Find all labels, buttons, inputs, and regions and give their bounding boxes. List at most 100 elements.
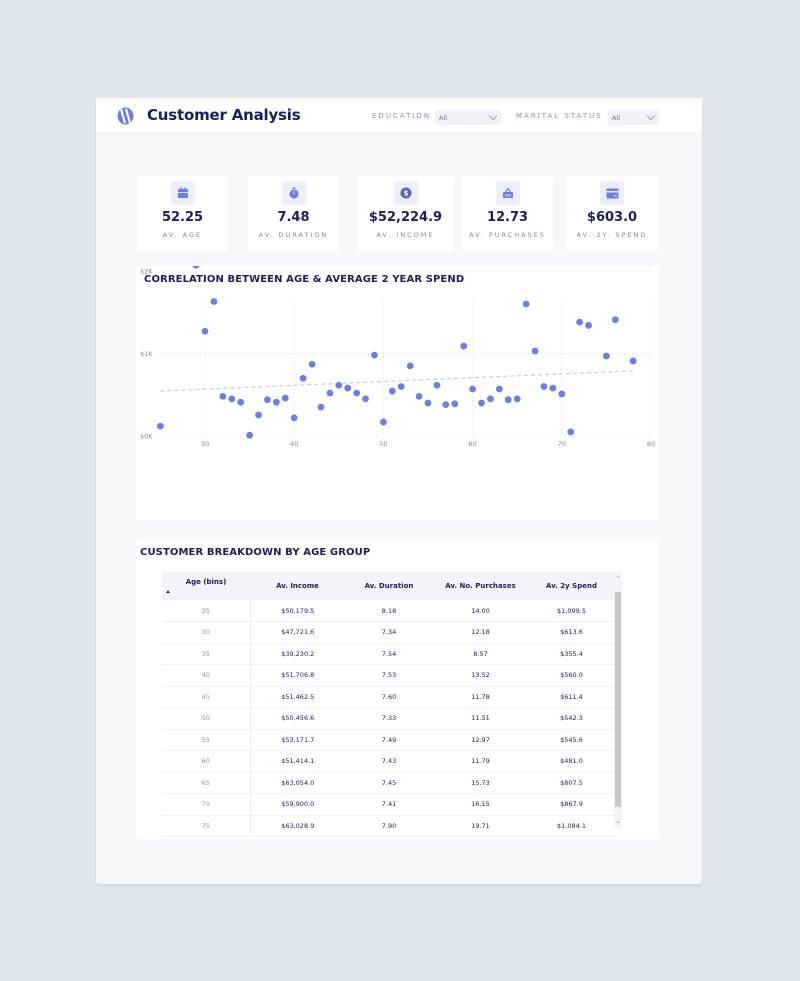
trendline <box>160 370 634 392</box>
data-point[interactable] <box>246 431 253 439</box>
table-row: 35 $39,230.2 7.54 8.57 $355.4 <box>162 643 615 665</box>
data-point[interactable] <box>362 395 369 403</box>
table-cell: 7.34 <box>345 621 433 644</box>
data-point[interactable] <box>290 414 298 422</box>
table-cell: $807.5 <box>528 772 615 794</box>
data-point[interactable] <box>344 384 352 392</box>
table-cell: 16.15 <box>433 793 528 816</box>
data-point[interactable] <box>424 399 432 407</box>
data-point[interactable] <box>585 322 592 329</box>
scroll-up-icon[interactable]: ⌃ <box>615 575 621 583</box>
data-point[interactable] <box>460 342 468 350</box>
table-cell: $47,721.6 <box>250 621 345 644</box>
column-header[interactable]: Av. 2y Spend <box>528 572 615 600</box>
data-point[interactable] <box>210 298 218 305</box>
data-point[interactable] <box>317 403 325 411</box>
data-point[interactable] <box>469 385 476 393</box>
table-cell: $59,900.0 <box>250 793 345 816</box>
data-point[interactable] <box>487 395 494 403</box>
calendar-icon <box>170 181 195 205</box>
header-bar: Customer Analysis EDUCATION All MARITAL … <box>96 98 702 134</box>
data-point[interactable] <box>513 395 521 403</box>
data-point[interactable] <box>433 381 441 389</box>
education-select[interactable]: All <box>435 110 501 125</box>
x-tick-label: 70 <box>558 440 566 448</box>
table-cell: $50,179.5 <box>250 600 345 622</box>
table-row: 50 $50,456.6 7.33 11.51 $542.3 <box>162 707 615 730</box>
data-point[interactable] <box>567 428 575 436</box>
data-point[interactable] <box>228 395 236 403</box>
data-point[interactable] <box>388 387 396 395</box>
data-point[interactable] <box>629 357 637 365</box>
x-tick-label: 80 <box>647 440 655 448</box>
table-cell: 7.49 <box>345 729 433 751</box>
data-point[interactable] <box>380 418 387 426</box>
data-point[interactable] <box>281 394 289 402</box>
data-point[interactable] <box>540 383 548 390</box>
x-tick-label: 30 <box>201 440 209 448</box>
y-tick-label: $0K <box>140 433 153 441</box>
table-cell: $51,462.5 <box>250 686 345 708</box>
scroll-down-icon[interactable]: ⌄ <box>615 817 621 825</box>
table-cell: $51,706.8 <box>250 664 345 687</box>
data-point[interactable] <box>272 398 280 406</box>
data-point[interactable] <box>353 389 361 397</box>
data-point[interactable] <box>531 347 539 355</box>
data-point[interactable] <box>371 351 378 359</box>
column-header[interactable]: Av. No. Purchases <box>433 572 528 600</box>
age-breakdown-table-wrap: Age (bins) Av. Income Av. Duration Av. No. … <box>162 572 622 837</box>
data-point[interactable] <box>335 381 343 389</box>
data-point[interactable] <box>576 318 584 326</box>
education-filter-label: EDUCATION <box>372 112 432 120</box>
data-point[interactable] <box>326 389 334 397</box>
data-point[interactable] <box>406 362 414 370</box>
data-point[interactable] <box>478 399 485 407</box>
scroll-thumb[interactable] <box>615 592 621 807</box>
data-point[interactable] <box>308 360 316 368</box>
data-point[interactable] <box>255 411 262 419</box>
data-point[interactable] <box>611 316 619 324</box>
table-cell: $545.6 <box>528 729 615 751</box>
data-point[interactable] <box>549 384 557 392</box>
data-point[interactable] <box>442 401 450 409</box>
data-point[interactable] <box>522 300 530 308</box>
sort-ascending-icon[interactable] <box>166 590 170 593</box>
table-cell: 7.43 <box>345 750 433 773</box>
data-point[interactable] <box>264 396 271 404</box>
data-point[interactable] <box>299 374 307 382</box>
data-point[interactable] <box>451 400 459 408</box>
kpi-label: AV. 2Y. SPEND <box>576 231 648 239</box>
kpi-label: AV. AGE <box>162 231 203 239</box>
kpi-label: AV. INCOME <box>376 231 435 239</box>
marital-status-select[interactable]: All <box>608 110 659 125</box>
table-row: 75 $63,028.9 7.90 19.71 $1,084.1 <box>162 815 615 837</box>
table-cell: 7.53 <box>345 664 433 687</box>
table-scrollbar[interactable]: ⌃ ⌄ <box>614 572 622 828</box>
column-header-label: Av. Income <box>276 582 319 590</box>
data-point[interactable] <box>603 352 610 360</box>
data-point[interactable] <box>219 393 227 400</box>
data-point[interactable] <box>397 383 405 390</box>
table-cell: 14.00 <box>433 600 528 622</box>
kpi-card-purchases: 12.73 AV. PURCHASES <box>462 176 553 252</box>
table-row: 70 $59,900.0 7.41 16.15 $867.9 <box>162 793 615 816</box>
data-point[interactable] <box>415 393 423 400</box>
data-point[interactable] <box>504 396 512 404</box>
column-header[interactable]: Av. Income <box>250 572 345 600</box>
kpi-label: AV. DURATION <box>258 231 329 239</box>
age-breakdown-card: CUSTOMER BREAKDOWN BY AGE GROUP Age (bin… <box>136 539 659 839</box>
chevron-down-icon <box>646 111 656 121</box>
data-point[interactable] <box>558 390 566 398</box>
data-point[interactable] <box>495 385 503 393</box>
column-header-label: Age (bins) <box>185 578 227 586</box>
data-point[interactable] <box>192 266 200 269</box>
data-point[interactable] <box>237 398 245 406</box>
table-cell: 12.97 <box>433 729 528 751</box>
column-header[interactable]: Av. Duration <box>345 572 433 600</box>
data-point[interactable] <box>201 327 209 335</box>
shopping-basket-icon <box>495 181 520 205</box>
column-header[interactable]: Age (bins) <box>162 572 250 600</box>
kpi-card-spend: $603.0 AV. 2Y. SPEND <box>566 176 658 252</box>
data-point[interactable] <box>157 422 164 430</box>
table-cell: $611.4 <box>528 686 615 708</box>
